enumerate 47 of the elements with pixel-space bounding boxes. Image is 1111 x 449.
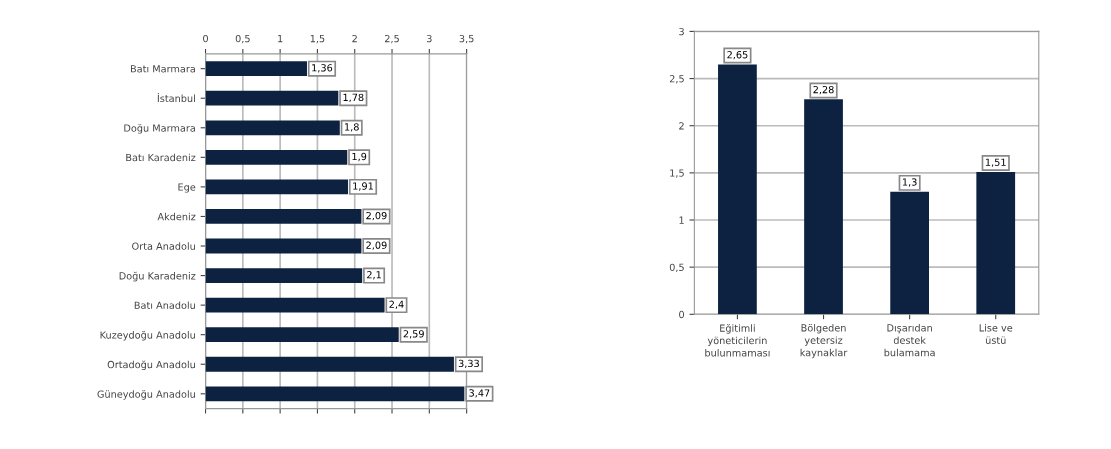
x-tick-label: Lise ve üstü [979,324,1013,344]
x-tick-label: Bölgeden yetersiz kaynaklar [800,324,848,359]
data-label: 1,9 [352,152,367,162]
data-label: 1,91 [353,182,373,191]
y-tick-label: Kuzeydoğu Anadolu [100,330,195,341]
y-tick-label: 1,5 [670,169,684,178]
y-tick-label: Orta Anadolu [132,242,195,250]
y-tick-label: Doğu Marmara [124,123,195,134]
data-label: 1,8 [345,123,359,132]
x-tick-label: 1,5 [310,35,325,44]
y-tick-label: İstanbul [157,93,195,103]
data-label: 1,51 [985,158,1006,167]
data-label: 2,09 [366,241,387,250]
y-tick-label: Güneydoğu Anadolu [97,389,195,400]
x-tick-label: 0 [203,34,208,43]
data-label: 2,1 [367,271,381,280]
y-tick-label: Doğu Karadeniz [119,271,196,282]
x-tick-label: 2 [352,34,357,43]
y-tick-label: Ortadoğu Anadolu [107,360,195,371]
y-tick-label: Batı Karadeniz [126,153,196,162]
y-tick-label: 0 [679,310,685,319]
y-tick-label: Ege [178,183,196,193]
data-label: 1,3 [902,178,917,187]
x-tick-label: 0,5 [235,34,250,44]
data-label: 1,36 [312,64,333,73]
x-tick-label: 3 [426,34,432,43]
x-tick-label: Eğitimli yöneticilerin bulunmaması [705,324,770,357]
data-label: 2,09 [366,211,387,221]
y-tick-label: 3 [679,27,684,36]
data-label: 2,59 [403,330,424,339]
data-label: 3,33 [458,359,479,369]
x-tick-label: 1 [278,35,283,43]
data-label: 3,47 [469,389,490,398]
x-tick-label: 3,5 [459,34,474,44]
y-tick-label: 0,5 [669,263,684,272]
y-tick-label: Akdeniz [157,212,196,221]
y-tick-label: Batı Anadolu [134,301,195,309]
data-label: 2,28 [813,85,834,95]
data-label: 2,65 [727,51,748,60]
y-tick-label: 2,5 [669,75,684,84]
y-tick-label: 2 [679,122,684,130]
y-tick-label: 1 [679,216,684,224]
data-label: 1,78 [343,93,364,103]
x-tick-label: Dışarıdan destek bulamama [884,324,935,357]
data-label: 2,4 [389,300,404,309]
x-tick-label: 2,5 [385,34,399,44]
y-tick-label: Batı Marmara [130,65,195,73]
